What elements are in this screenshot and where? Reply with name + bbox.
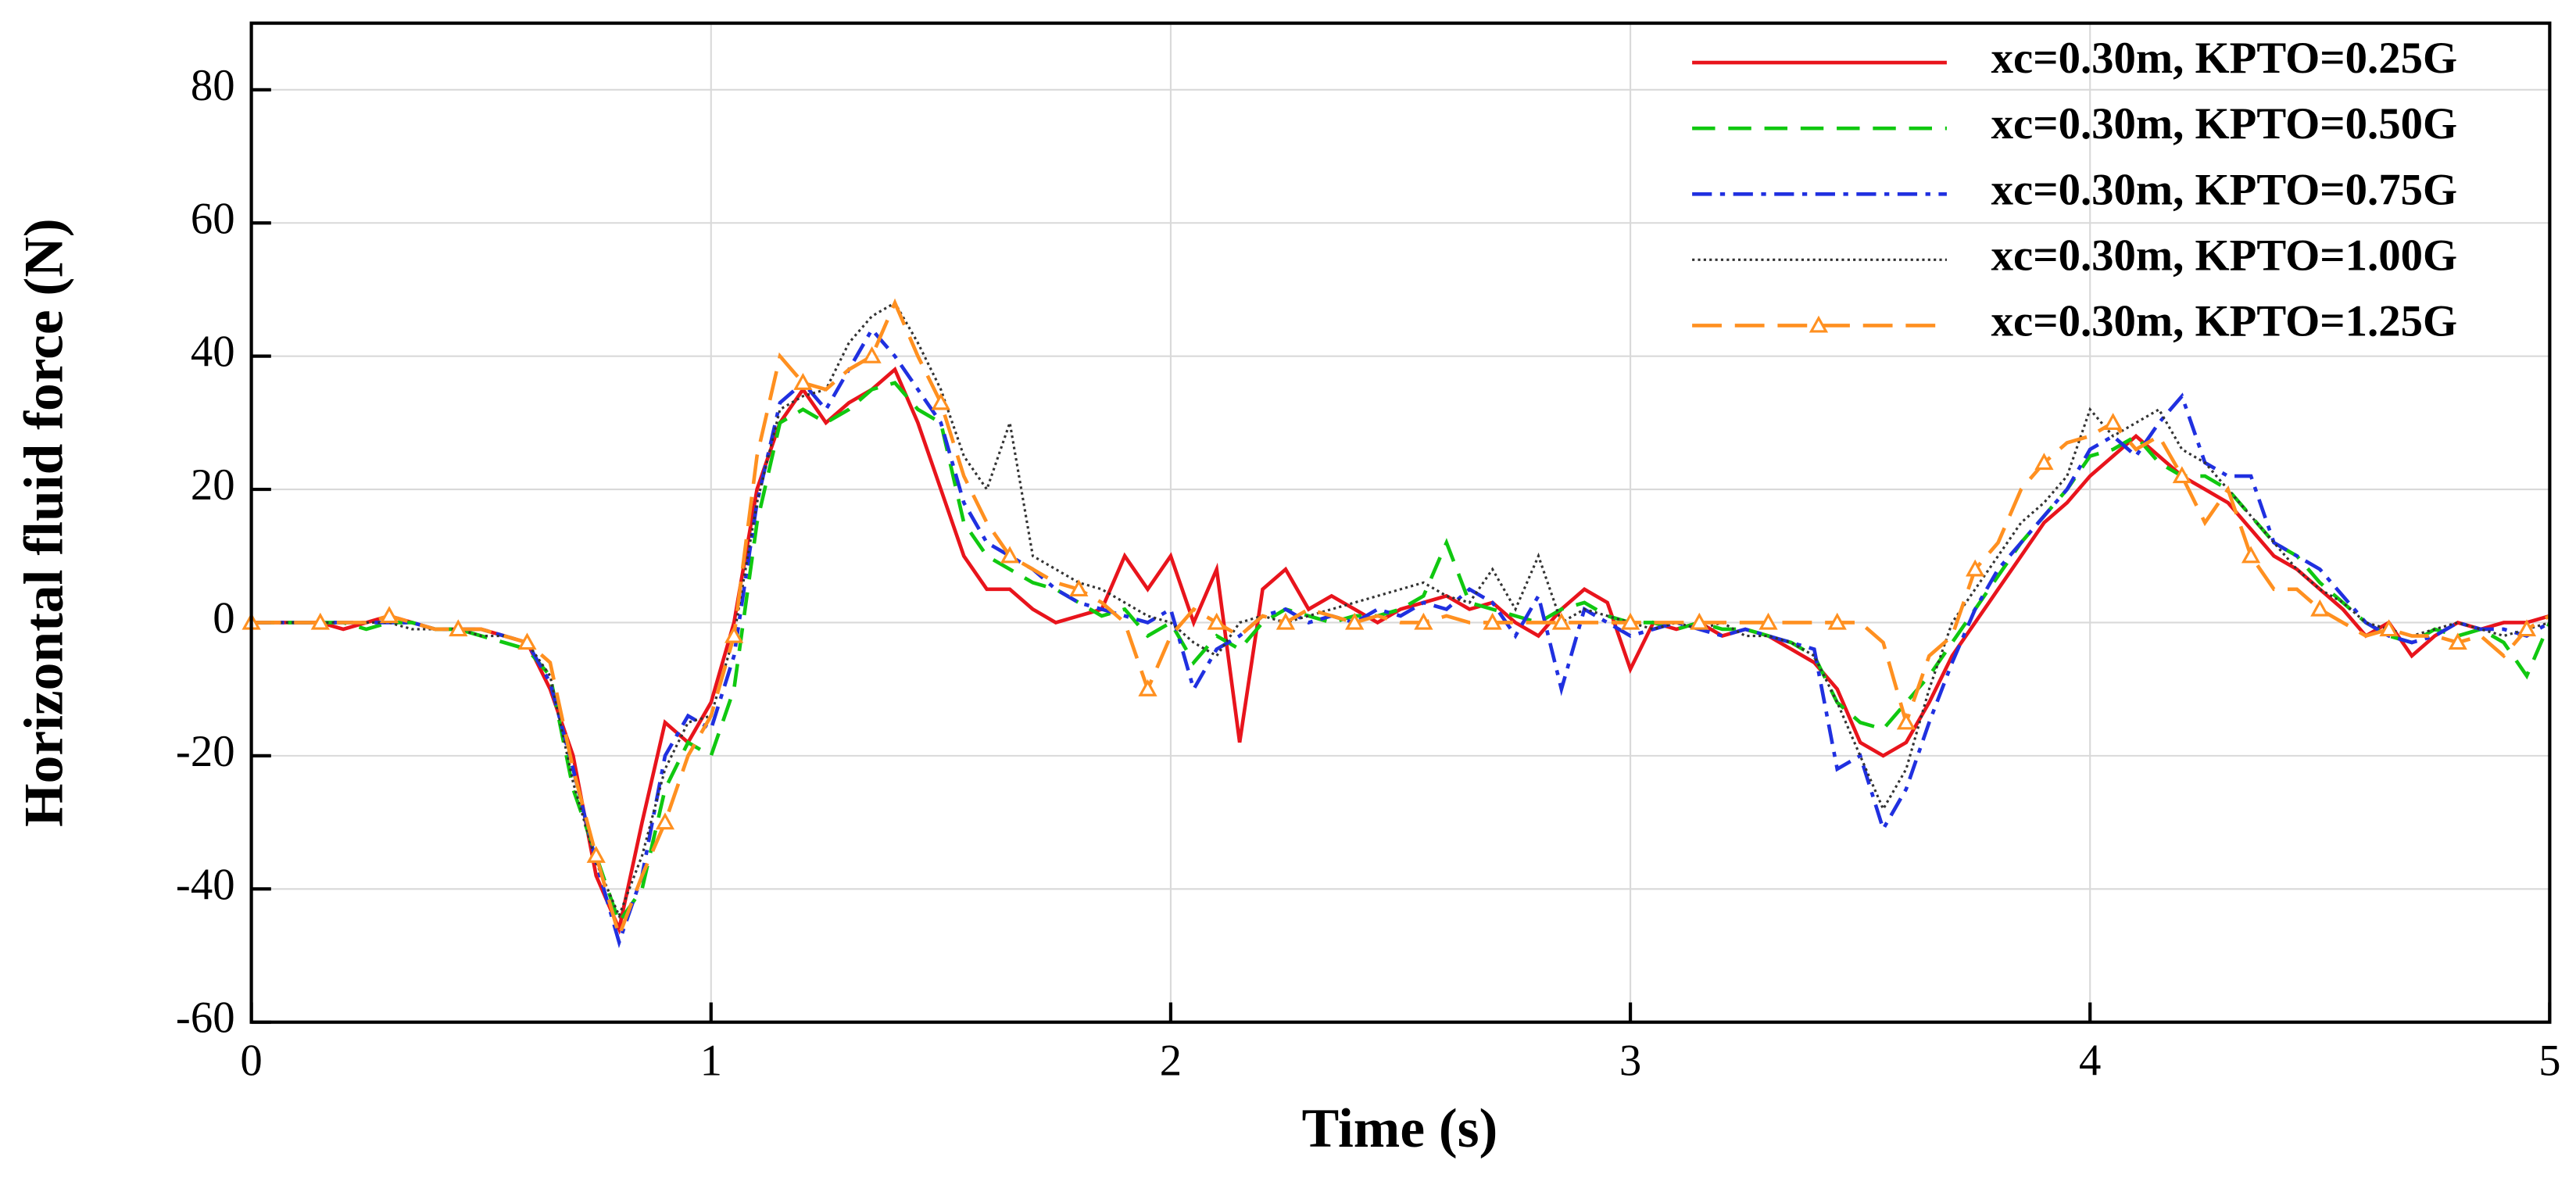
x-tick-label: 5 (2538, 1036, 2560, 1085)
series-marker (1827, 612, 1847, 630)
series-marker (793, 373, 813, 390)
series-marker (1896, 712, 1916, 730)
legend-label: xc=0.30m, KPTO=1.00G (1991, 231, 2457, 280)
series-marker (1207, 612, 1226, 630)
y-tick-label: 40 (191, 328, 235, 377)
series-marker (1483, 612, 1502, 630)
series-marker (1966, 559, 1985, 577)
series-marker (2379, 619, 2399, 637)
x-axis-title: Time (s) (1302, 1097, 1498, 1159)
y-tick-label: -20 (176, 727, 235, 776)
y-tick-label: 20 (191, 460, 235, 510)
series-line (251, 326, 2550, 949)
series-line (251, 381, 2550, 926)
x-tick-label: 2 (1160, 1036, 1182, 1085)
x-tick-label: 3 (1619, 1036, 1641, 1085)
legend-label: xc=0.30m, KPTO=0.75G (1991, 165, 2457, 214)
legend-label: xc=0.30m, KPTO=0.25G (1991, 34, 2457, 83)
series-marker (2034, 453, 2054, 471)
series-marker (1000, 546, 1020, 564)
series-marker (2241, 546, 2261, 564)
series-marker (1275, 612, 1296, 630)
series-marker (2103, 413, 2123, 431)
series-marker (379, 606, 399, 624)
series-marker (517, 632, 537, 650)
series-marker (1551, 612, 1571, 630)
series-marker (449, 619, 468, 637)
series-marker (586, 845, 606, 863)
legend-label: xc=0.30m, KPTO=0.50G (1991, 99, 2457, 149)
series-marker (2517, 619, 2537, 637)
series-marker (724, 625, 744, 643)
y-tick-label: 80 (191, 61, 235, 110)
y-axis-title: Horizontal fluid force (N) (13, 218, 74, 827)
series-marker (862, 345, 882, 363)
series-marker (1069, 579, 1089, 597)
series-marker (1620, 612, 1640, 630)
series-marker (1690, 612, 1709, 630)
y-tick-label: 0 (213, 593, 234, 643)
series-marker (310, 612, 330, 630)
y-tick-label: 60 (191, 194, 235, 243)
series-marker (655, 812, 675, 830)
series-marker (2448, 632, 2467, 650)
y-tick-label: -40 (176, 860, 235, 909)
legend-label: xc=0.30m, KPTO=1.25G (1991, 296, 2457, 345)
y-tick-label: -60 (176, 993, 235, 1043)
series-line (251, 366, 2550, 935)
series-line (251, 298, 2550, 942)
series-marker (1345, 612, 1365, 630)
x-tick-label: 1 (700, 1036, 722, 1085)
legend-marker (1809, 315, 1829, 333)
series-marker (1138, 678, 1157, 696)
series-marker (1414, 612, 1433, 630)
plot-frame (249, 21, 2552, 1024)
series-line (251, 301, 2550, 919)
x-tick-label: 4 (2079, 1036, 2101, 1085)
series-marker (2310, 599, 2330, 617)
series-marker (931, 392, 950, 410)
series-marker (1758, 612, 1778, 630)
x-tick-label: 0 (240, 1036, 262, 1085)
series-marker (2172, 466, 2191, 484)
